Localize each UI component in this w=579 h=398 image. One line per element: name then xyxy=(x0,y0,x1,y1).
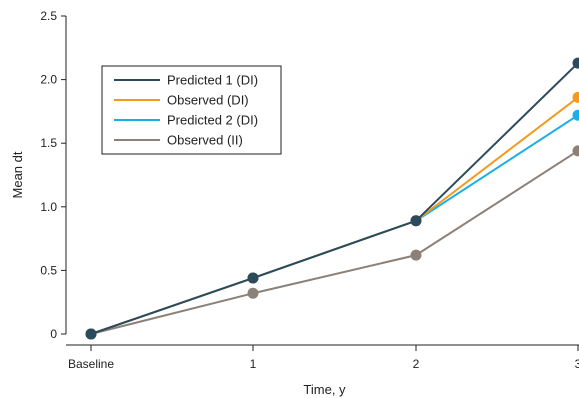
legend-label: Observed (DI) xyxy=(167,93,249,108)
y-tick-label: 2.5 xyxy=(40,9,57,23)
legend-label: Predicted 1 (DI) xyxy=(167,73,258,88)
y-tick-label: 0.5 xyxy=(40,263,57,277)
legend-item: Observed (DI) xyxy=(114,93,249,108)
data-point xyxy=(410,215,422,227)
chart-legend: Predicted 1 (DI) Observed (DI) Predicted 2… xyxy=(101,65,282,155)
series-1 xyxy=(85,57,579,340)
data-point xyxy=(85,328,97,340)
data-point xyxy=(572,109,579,121)
y-tick-label: 0 xyxy=(50,327,57,341)
data-point xyxy=(247,272,259,284)
chart-axes: 0 0.5 1.0 1.5 2.0 2.5 Baseline 1 2 3 xyxy=(40,9,579,371)
y-tick-label: 1.5 xyxy=(40,136,57,150)
chart-series xyxy=(85,57,579,340)
legend-label: Observed (II) xyxy=(167,133,243,148)
data-point xyxy=(410,249,422,261)
x-axis-title: Time, y xyxy=(303,382,346,397)
x-tick-label: 1 xyxy=(250,357,257,371)
series-line xyxy=(90,149,579,335)
series-line xyxy=(90,62,579,335)
data-point xyxy=(572,145,579,157)
legend-label: Predicted 2 (DI) xyxy=(167,113,258,128)
data-point xyxy=(572,91,579,103)
y-tick-label: 1.0 xyxy=(40,200,57,214)
x-tick-label: 3 xyxy=(575,357,579,371)
legend-item: Observed (II) xyxy=(114,133,243,148)
legend-item: Predicted 1 (DI) xyxy=(114,73,258,88)
data-point xyxy=(572,57,579,69)
x-tick-label: Baseline xyxy=(68,357,114,371)
y-tick-label: 2.0 xyxy=(40,73,57,87)
legend-item: Predicted 2 (DI) xyxy=(114,113,258,128)
x-tick-label: 2 xyxy=(413,357,420,371)
data-point xyxy=(247,287,259,299)
y-axis-title: Mean dt xyxy=(10,151,25,198)
